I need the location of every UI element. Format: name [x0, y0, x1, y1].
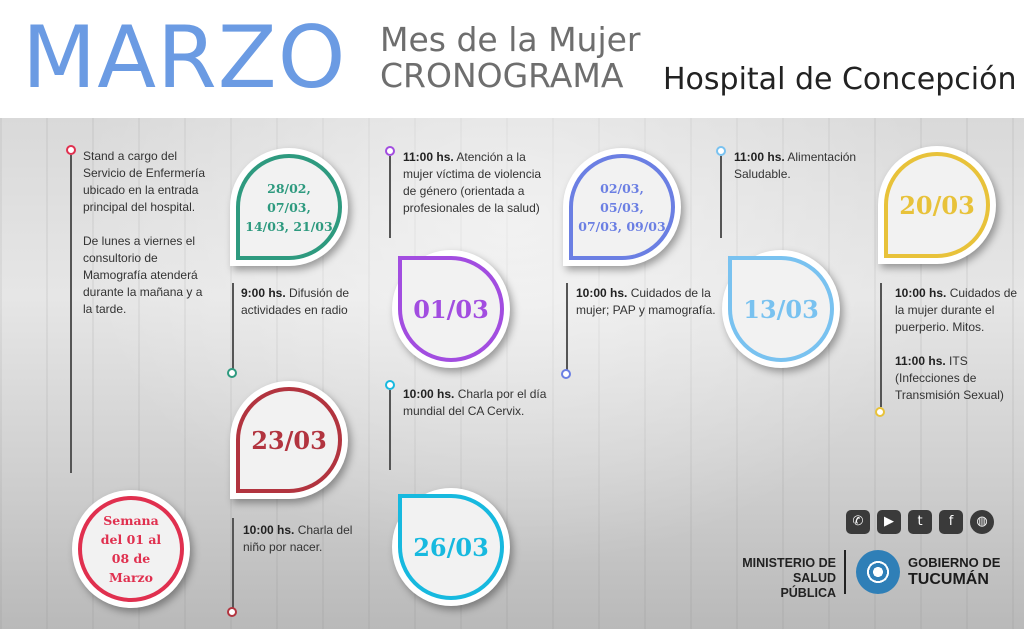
subtitle-line-2: CRONOGRAMA: [380, 56, 624, 95]
tucuman-emblem-icon: [856, 550, 900, 594]
date-label-01-03: 01/03: [413, 294, 489, 324]
phone-icon[interactable]: ✆: [846, 510, 870, 534]
intro-paragraph-1: Stand a cargo del Servicio de Enfermería…: [83, 149, 206, 214]
intro-text: Stand a cargo del Servicio de Enfermería…: [83, 148, 207, 318]
event-nino-time: 10:00 hs.: [243, 523, 295, 537]
event-violencia-desc: Atención a la mujer víctima de violencia…: [403, 150, 542, 215]
timeline-dot: [227, 368, 237, 378]
event-its-time: 11:00 hs.: [895, 354, 946, 368]
date-label-26-03: 26/03: [413, 532, 489, 562]
event-radio-text: 9:00 hs. Difusión de actividades en radi…: [241, 285, 359, 319]
event-violencia-text: 11:00 hs. Atención a la mujer víctima de…: [403, 149, 548, 217]
event-alimentacion-text: 11:00 hs. Alimentación Saludable.: [734, 149, 864, 183]
event-puerperio-desc: Cuidados de la mujer durante el puerperi…: [895, 286, 1018, 334]
date-label-13-03: 13/03: [743, 294, 819, 324]
event-alimentacion-desc: Alimentación Saludable.: [734, 150, 857, 181]
week-label: Semana del 01 al 08 de Marzo: [100, 513, 162, 585]
date-pin-23-03: 23/03: [230, 381, 348, 499]
header: MARZO Mes de la Mujer CRONOGRAMA Hospita…: [0, 0, 1024, 118]
gobierno-logo-text: GOBIERNO DE TUCUMÁN: [908, 554, 1000, 588]
subtitle-line-1: Mes de la Mujer: [380, 20, 641, 59]
event-puerperio-time: 10:00 hs.: [895, 286, 947, 300]
logo-divider: [844, 550, 846, 594]
facebook-icon[interactable]: f: [939, 510, 963, 534]
gobierno-line-1: GOBIERNO DE: [908, 555, 1001, 570]
timeline-line: [566, 283, 568, 373]
gobierno-line-2: TUCUMÁN: [908, 571, 989, 588]
event-puerperio-text: 10:00 hs. Cuidados de la mujer durante e…: [895, 285, 1020, 404]
date-pin-13-03: 13/03: [722, 250, 840, 368]
youtube-icon[interactable]: ▶: [877, 510, 901, 534]
page-title: MARZO: [22, 8, 347, 108]
event-violencia-time: 11:00 hs.: [403, 150, 454, 164]
timeline-dot: [66, 145, 76, 155]
event-alimentacion-time: 11:00 hs.: [734, 150, 785, 164]
timeline-dot: [716, 146, 726, 156]
date-label-pap: 02/03, 05/03, 07/03, 09/03: [578, 180, 666, 234]
timeline-dot: [561, 369, 571, 379]
ministerio-line-1: MINISTERIO DE: [742, 556, 836, 570]
date-label-23-03: 23/03: [251, 425, 327, 455]
event-nino-desc: Charla del niño por nacer.: [243, 523, 353, 554]
event-cervix-text: 10:00 hs. Charla por el día mundial del …: [403, 386, 548, 420]
event-radio-time: 9:00 hs.: [241, 286, 286, 300]
schedule-board: Stand a cargo del Servicio de Enfermería…: [0, 118, 1024, 629]
date-label-20-03: 20/03: [899, 190, 975, 220]
timeline-dot: [385, 146, 395, 156]
web-icon[interactable]: ◍: [970, 510, 994, 534]
event-pap-text: 10:00 hs. Cuidados de la mujer; PAP y ma…: [576, 285, 716, 319]
timeline-line: [389, 156, 391, 238]
page-subtitle: Mes de la Mujer CRONOGRAMA: [380, 22, 641, 94]
week-badge: Semana del 01 al 08 de Marzo: [72, 490, 190, 608]
date-pin-20-03: 20/03: [878, 146, 996, 264]
date-pin-radio: 28/02, 07/03, 14/03, 21/03: [230, 148, 348, 266]
date-pin-01-03: 01/03: [392, 250, 510, 368]
timeline-line: [880, 283, 882, 407]
event-cervix-time: 10:00 hs.: [403, 387, 455, 401]
timeline-line: [720, 156, 722, 238]
event-pap-time: 10:00 hs.: [576, 286, 628, 300]
date-label-radio: 28/02, 07/03, 14/03, 21/03: [245, 180, 333, 234]
timeline-line: [389, 390, 391, 470]
ministerio-line-2: SALUD PÚBLICA: [780, 571, 836, 600]
event-nino-text: 10:00 hs. Charla del niño por nacer.: [243, 522, 361, 556]
timeline-line: [70, 155, 72, 473]
timeline-dot: [227, 607, 237, 617]
footer-logos: MINISTERIO DE SALUD PÚBLICA GOBIERNO DE …: [738, 550, 1008, 600]
event-radio-desc: Difusión de actividades en radio: [241, 286, 350, 317]
date-pin-26-03: 26/03: [392, 488, 510, 606]
event-its-desc: ITS (Infecciones de Transmisión Sexual): [895, 354, 1004, 402]
timeline-line: [232, 518, 234, 608]
ministerio-logo-text: MINISTERIO DE SALUD PÚBLICA: [738, 556, 836, 601]
event-pap-desc: Cuidados de la mujer; PAP y mamografía.: [576, 286, 716, 317]
twitter-icon[interactable]: t: [908, 510, 932, 534]
hospital-name: Hospital de Concepción: [663, 62, 1017, 97]
timeline-line: [232, 283, 234, 373]
intro-paragraph-2: De lunes a viernes el consultorio de Mam…: [83, 234, 203, 316]
date-pin-pap: 02/03, 05/03, 07/03, 09/03: [563, 148, 681, 266]
timeline-dot: [875, 407, 885, 417]
timeline-dot: [385, 380, 395, 390]
event-cervix-desc: Charla por el día mundial del CA Cervix.: [403, 387, 547, 418]
